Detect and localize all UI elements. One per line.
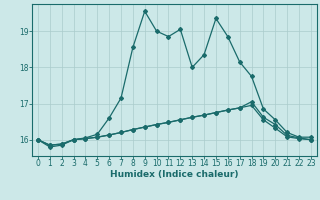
X-axis label: Humidex (Indice chaleur): Humidex (Indice chaleur) xyxy=(110,170,239,179)
